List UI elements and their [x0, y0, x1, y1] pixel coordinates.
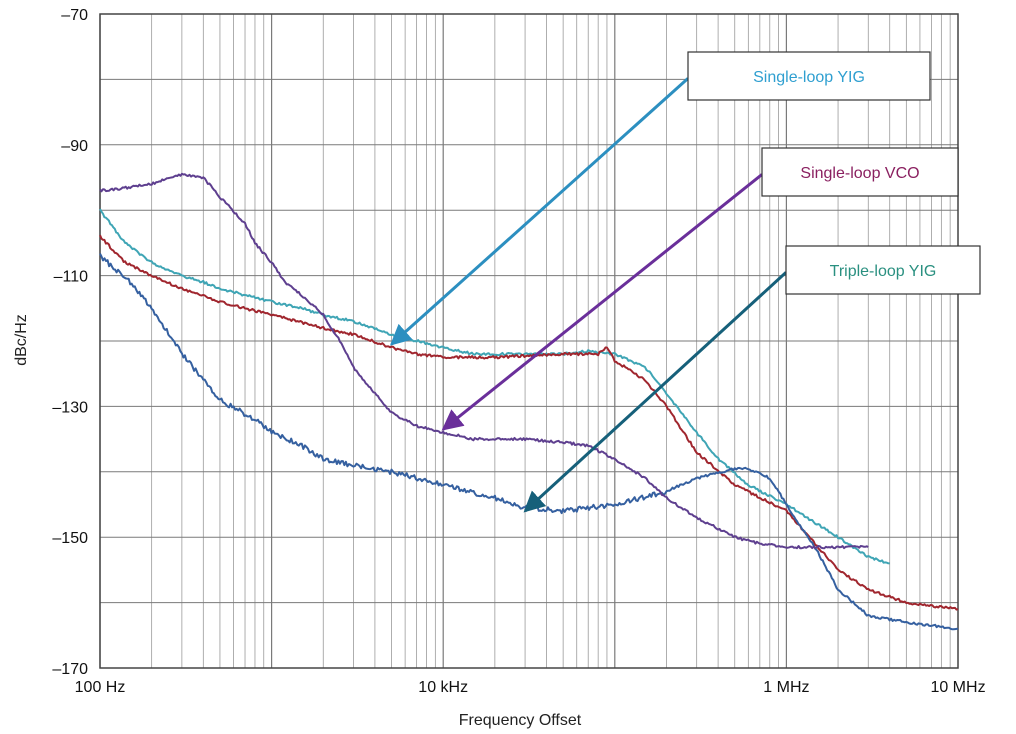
x-axis: 100 Hz 10 kHz 1 MHz 10 MHz: [75, 679, 986, 696]
series-line: [99, 208, 890, 565]
y-axis: –70 –90 –110 –130 –150 –170: [52, 7, 88, 678]
x-tick-label: 10 MHz: [930, 679, 985, 696]
y-tick-label: –170: [52, 661, 88, 678]
x-tick-label: 1 MHz: [763, 679, 809, 696]
callout-arrow: [389, 77, 690, 346]
y-tick-label: –130: [52, 399, 88, 416]
y-axis-title: dBc/Hz: [13, 314, 30, 366]
callout-box: [761, 147, 959, 197]
series-line: [99, 172, 869, 550]
y-tick-label: –110: [54, 269, 89, 286]
series-layer: [99, 172, 959, 631]
callout-arrow: [441, 173, 763, 431]
callout-label: Triple-loop YIG: [830, 263, 937, 280]
y-tick-label: –150: [52, 530, 88, 547]
y-tick-label: –70: [61, 7, 88, 24]
callouts: Single-loop YIG Single-loop VCO Triple-loo…: [687, 51, 981, 295]
x-tick-label: 100 Hz: [75, 679, 126, 696]
callout-label: Single-loop YIG: [753, 69, 865, 86]
callout-box: [687, 51, 931, 101]
chart-grid: [99, 13, 958, 669]
callout-box: [785, 245, 981, 295]
x-axis-title: Frequency Offset: [459, 712, 582, 729]
series-line: [99, 253, 959, 631]
x-tick-label: 10 kHz: [418, 679, 468, 696]
plot-frame: [99, 13, 959, 669]
y-tick-label: –90: [61, 138, 88, 155]
callout-arrows: [389, 77, 788, 513]
callout-arrow: [523, 271, 788, 513]
callout-label: Single-loop VCO: [800, 165, 919, 182]
series-line: [99, 234, 959, 611]
